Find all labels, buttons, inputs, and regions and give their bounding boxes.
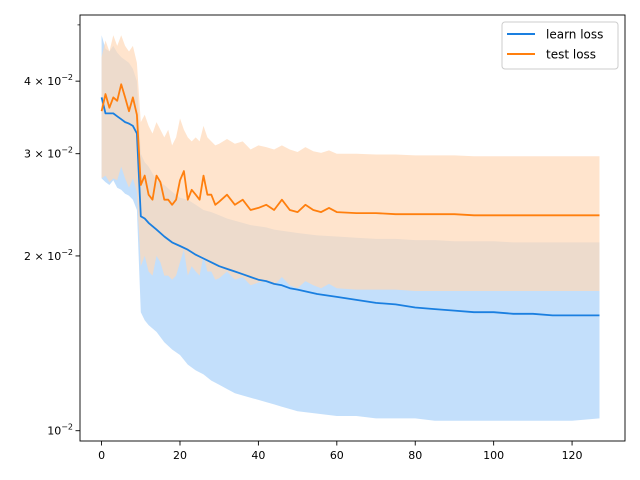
x-tick-label: 0 [98,449,105,462]
axes: 0 20 40 60 80 100 120 10−2 2 × 10−2 3 × 10−2 4 × 1… [24,14,626,462]
x-tick-label: 20 [173,449,187,462]
x-tick-label: 40 [251,449,265,462]
series-line-learn-loss [100,97,600,317]
x-tick-label: 60 [330,449,344,462]
x-tick-label: 120 [562,449,583,462]
x-tick-label: 100 [483,449,504,462]
y-tick-label: 2 × 10−2 [24,248,73,263]
y-tick-label: 4 × 10−2 [24,73,73,88]
x-tick-label: 80 [408,449,422,462]
legend: learn loss test loss [501,21,619,70]
axes-frame [79,14,626,442]
band-test-loss [101,35,600,292]
legend-label-test-loss: test loss [546,48,596,62]
plot-area [100,35,600,421]
y-tick-label: 10−2 [47,423,73,438]
series-line-test-loss [100,83,600,217]
band-learn-loss [101,35,600,421]
y-tick-label: 3 × 10−2 [24,146,73,161]
legend-label-learn-loss: learn loss [546,28,603,42]
